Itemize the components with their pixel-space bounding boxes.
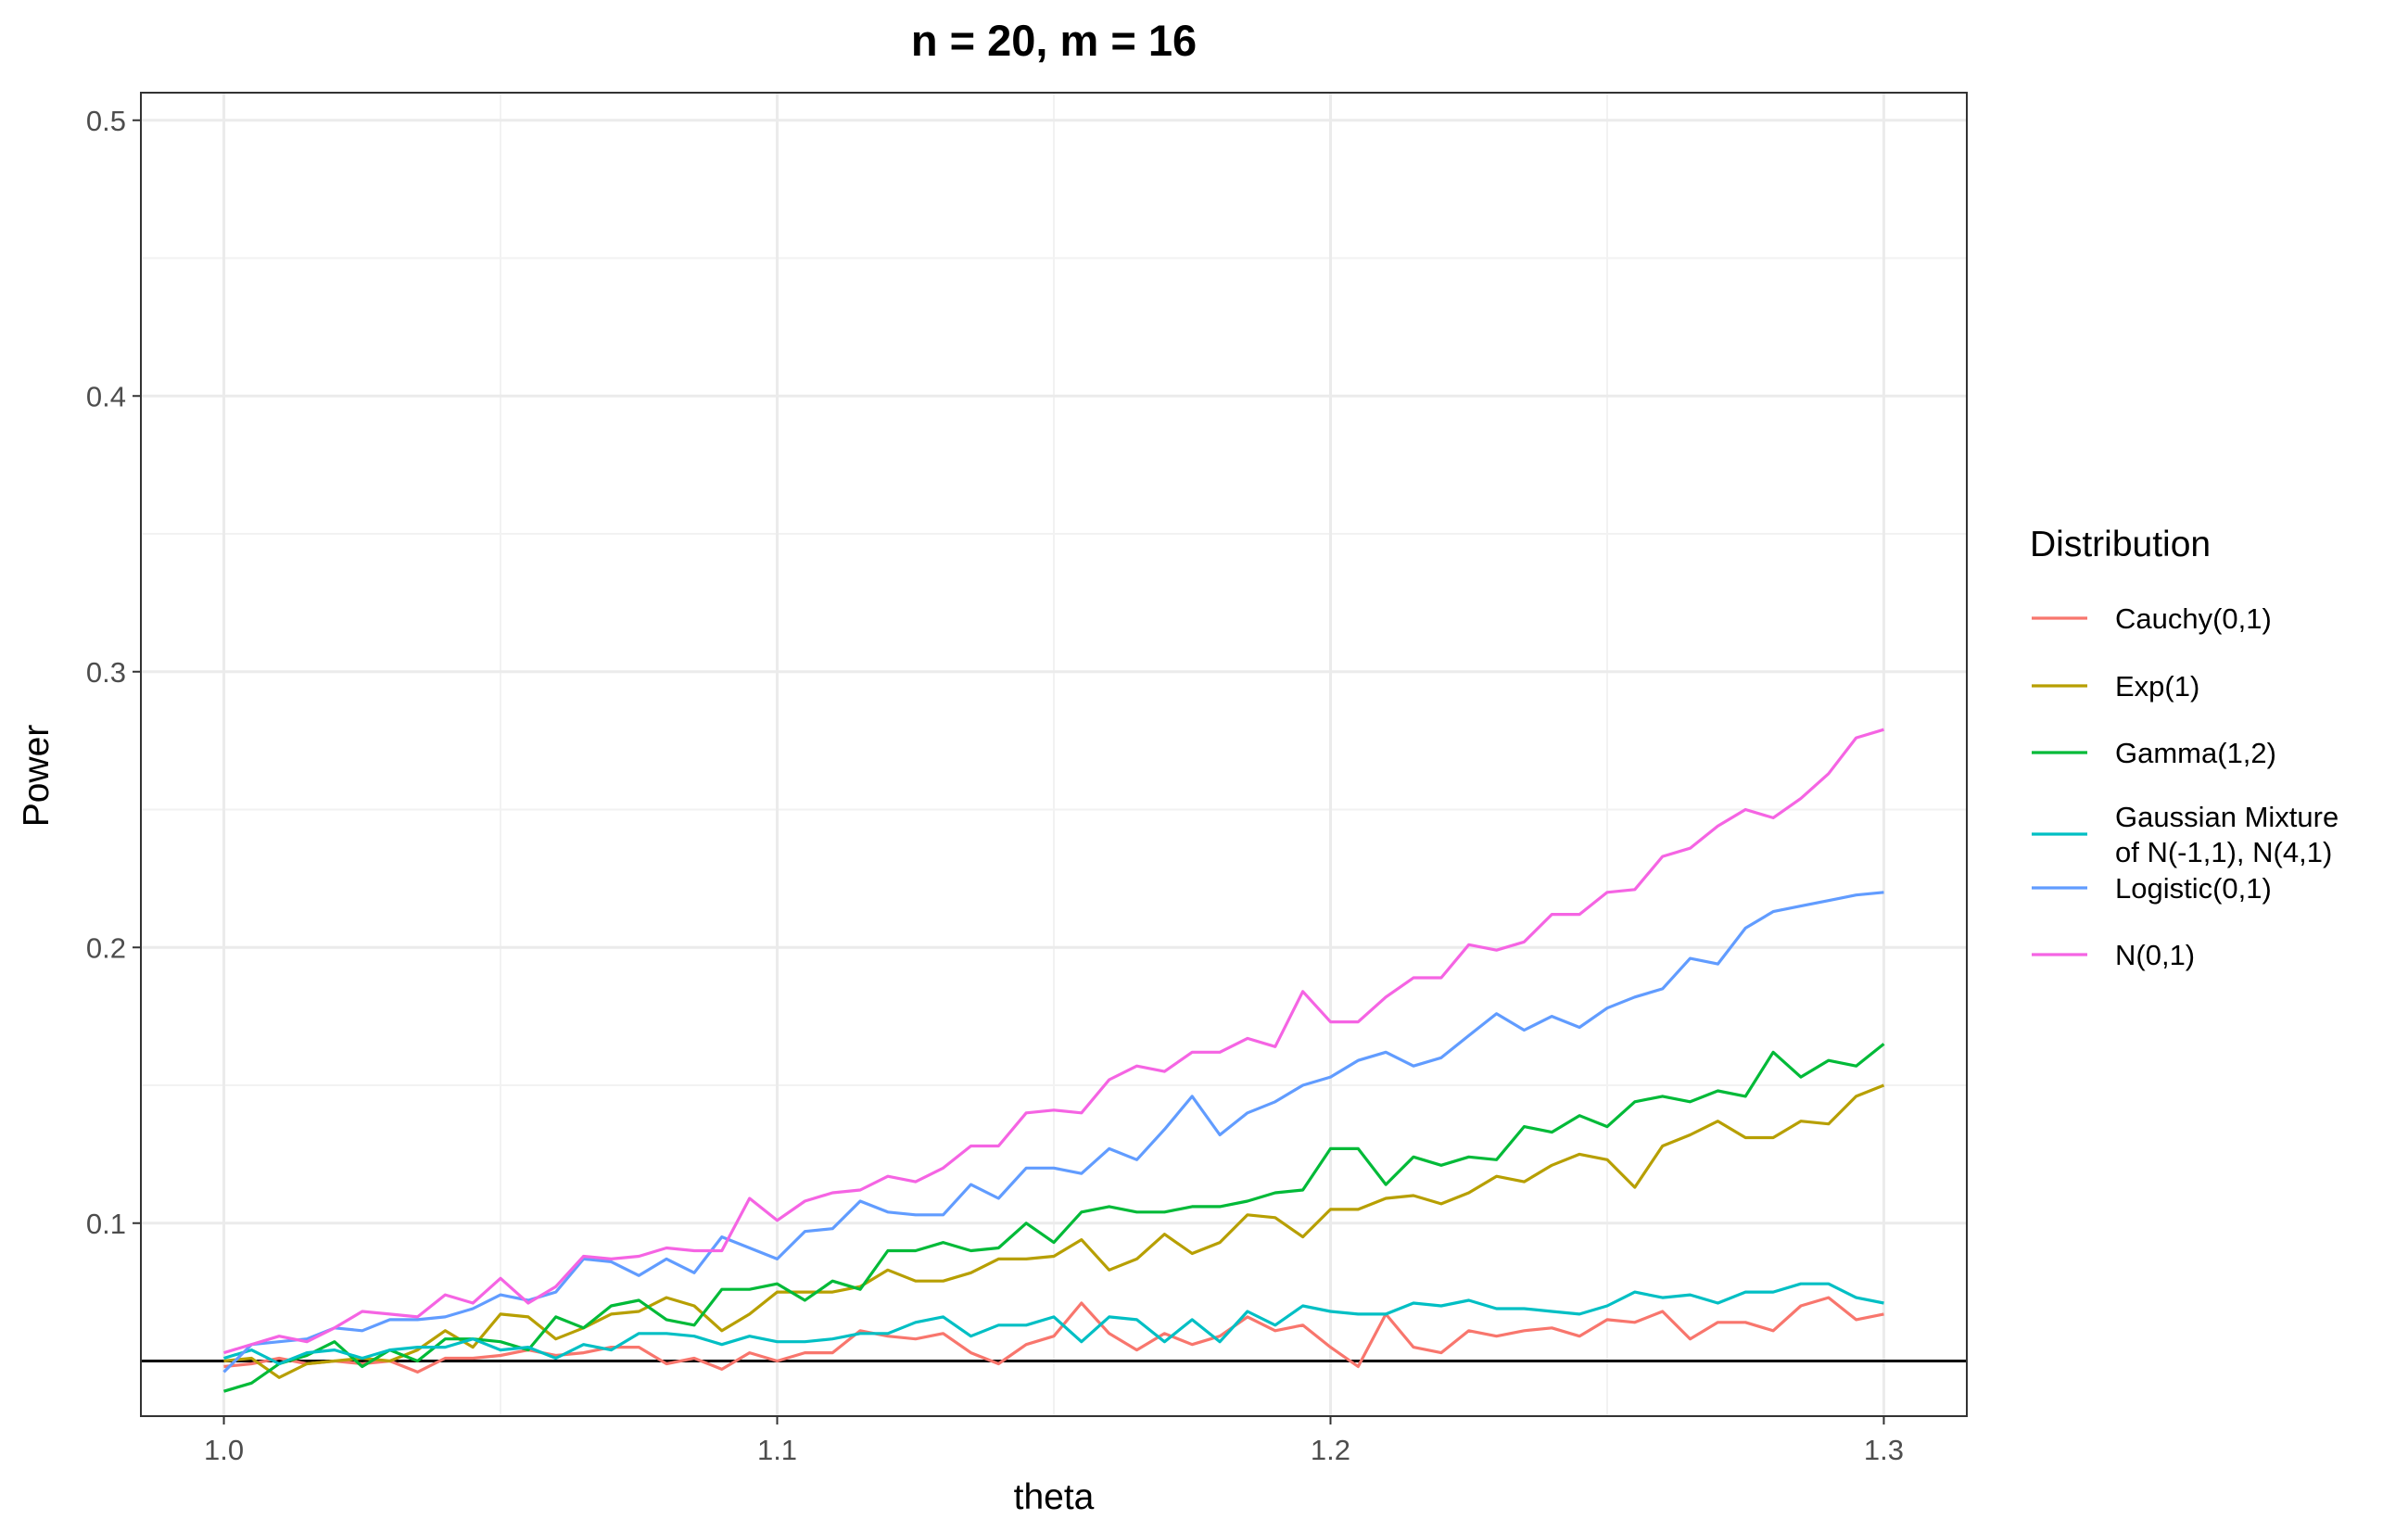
y-tick-label: 0.2 — [86, 931, 126, 964]
legend-label-3: Gaussian Mixture — [2115, 801, 2338, 833]
legend-label-0: Cauchy(0,1) — [2115, 602, 2272, 635]
legend-label-4: Logistic(0,1) — [2115, 872, 2272, 905]
legend-label-3: of N(-1,1), N(4,1) — [2115, 836, 2332, 868]
series-lines — [222, 728, 1885, 1393]
y-tick-label: 0.4 — [86, 380, 126, 412]
x-axis-ticks: 1.0 1.1 1.2 1.3 — [204, 1416, 1904, 1466]
series-line-2 — [223, 1043, 1885, 1393]
x-tick-label: 1.2 — [1311, 1434, 1350, 1466]
legend-label-5: N(0,1) — [2115, 939, 2195, 971]
x-axis-title: theta — [1014, 1477, 1095, 1517]
y-axis-ticks: 0.1 0.2 0.3 0.4 0.5 — [86, 105, 141, 1240]
legend-label-1: Exp(1) — [2115, 670, 2199, 703]
minor-gridlines — [141, 93, 1967, 1416]
series-line-4 — [222, 891, 1884, 1374]
legend-label-2: Gamma(1,2) — [2115, 737, 2276, 769]
series-line-1 — [223, 1083, 1885, 1379]
y-axis-title: Power — [17, 725, 57, 828]
x-tick-label: 1.3 — [1864, 1434, 1904, 1466]
series-line-3 — [223, 1282, 1884, 1366]
x-tick-label: 1.0 — [204, 1434, 244, 1466]
chart-title: n = 20, m = 16 — [911, 16, 1197, 65]
major-gridlines — [141, 93, 1967, 1416]
plot-panel-border — [140, 92, 1968, 1417]
legend: Distribution Cauchy(0,1) Exp(1) Gamma(1,2)… — [2030, 525, 2338, 971]
y-tick-label: 0.5 — [86, 105, 126, 137]
y-tick-label: 0.3 — [86, 656, 126, 689]
legend-title: Distribution — [2030, 525, 2211, 564]
series-line-5 — [223, 728, 1884, 1355]
x-tick-label: 1.1 — [757, 1434, 797, 1466]
y-tick-label: 0.1 — [86, 1208, 126, 1240]
series-line-0 — [223, 1296, 1884, 1374]
